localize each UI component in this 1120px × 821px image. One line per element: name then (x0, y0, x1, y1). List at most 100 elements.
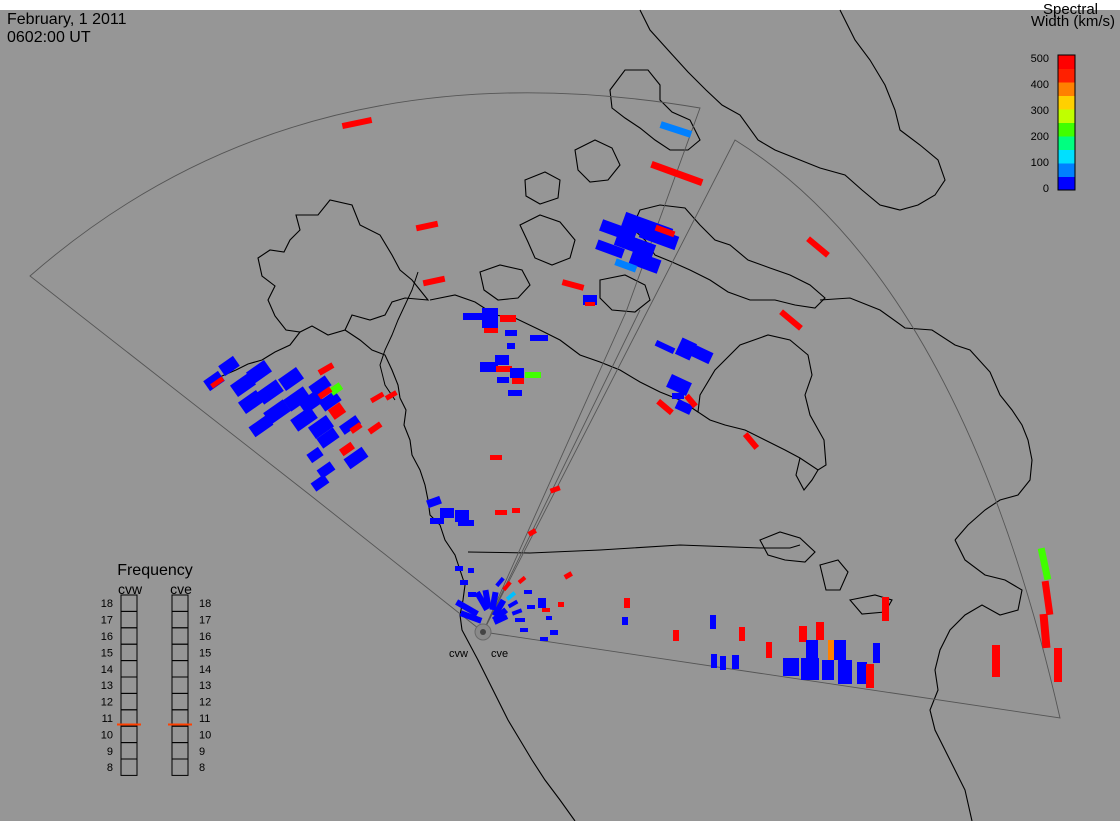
colorbar-tick-label: 400 (1031, 79, 1049, 91)
colorbar-title-line1: Spectral (1043, 1, 1098, 18)
echo-cell (491, 598, 507, 618)
echo-cell (468, 568, 474, 573)
echo-cell (857, 662, 867, 684)
echo-cell (493, 614, 509, 625)
frequency-level-label-left: 14 (101, 664, 113, 676)
frequency-level-label-left: 16 (101, 631, 113, 643)
echo-cell (822, 660, 834, 680)
echo-cell (624, 598, 630, 608)
echo-cell (650, 160, 704, 186)
echo-cell (638, 223, 680, 251)
echo-cell (783, 658, 799, 676)
frequency-level-label-left: 15 (101, 647, 113, 659)
echo-cell (538, 598, 546, 608)
echo-cell (318, 390, 342, 412)
coastline-hudson-bay (697, 334, 827, 471)
echo-cell (440, 508, 454, 518)
echo-cell (866, 664, 874, 688)
frequency-level-label-right: 10 (199, 729, 211, 741)
echo-cell (256, 379, 284, 405)
colorbar-band (1058, 149, 1075, 164)
echo-cell (497, 377, 509, 383)
echo-cell (505, 330, 517, 336)
coastline-arctic-islands-3 (524, 171, 561, 205)
echo-cell (459, 610, 483, 624)
echo-cell (455, 599, 479, 617)
echo-cell (505, 591, 517, 601)
frequency-cell (171, 758, 189, 776)
fov-cve-inner (482, 309, 641, 633)
colorbar-bands (1058, 55, 1075, 191)
echo-cell (558, 602, 564, 607)
colorbar-band (1058, 163, 1075, 177)
echo-cell (546, 616, 552, 620)
echo-cell (310, 474, 330, 492)
echo-cell (369, 391, 385, 404)
frequency-level-label-left: 12 (101, 697, 113, 709)
colorbar-frame (1057, 54, 1076, 191)
echo-cell (490, 455, 502, 460)
coastline-greenland (639, 9, 946, 211)
radar-label-cve: cve (491, 648, 508, 660)
coastline-baffin (631, 204, 826, 309)
echo-cell (527, 528, 537, 537)
echo-cell (426, 495, 442, 509)
coastline-alaska-south (344, 329, 401, 399)
echo-cell (507, 599, 519, 609)
frequency-boxes (120, 594, 189, 776)
echo-cell (317, 362, 335, 376)
echo-cell (622, 617, 628, 625)
echo-cell (245, 359, 273, 385)
echo-cell (237, 389, 265, 415)
frequency-level-label-right: 9 (199, 746, 205, 758)
echo-cell (659, 121, 693, 138)
frequency-panel: Frequency cvw cve 18 18 17 17 16 16 15 15 14 14 13… (101, 562, 212, 776)
echo-cell (766, 642, 772, 658)
time-label: 0602:00 UT (7, 29, 91, 46)
frequency-level-label-left: 17 (101, 615, 113, 627)
frequency-level-label-right: 11 (199, 713, 210, 725)
echo-cell (561, 279, 585, 291)
echo-cell (672, 393, 684, 399)
echo-cell (502, 580, 512, 592)
echo-cell (515, 618, 525, 622)
echo-cell (1041, 580, 1054, 616)
echo-cell (806, 236, 830, 258)
colorbar-tick-label: 0 (1043, 183, 1049, 195)
borders (379, 271, 801, 554)
echo-cell (549, 485, 561, 494)
echo-cell (711, 654, 717, 668)
echo-cell (277, 366, 305, 392)
radar-fov (29, 92, 1061, 719)
echo-cell (508, 390, 522, 396)
coastline-alaska (257, 199, 430, 336)
radar-site-dot (480, 629, 486, 635)
coastline-arctic-islands-4 (479, 264, 531, 301)
echo-cell (512, 378, 524, 384)
echo-cell (684, 393, 698, 409)
echo-cell (480, 362, 498, 372)
echo-cell (510, 368, 524, 378)
colorbar-tick-label: 500 (1031, 53, 1049, 65)
echo-cell (654, 340, 676, 354)
fov-cvw (29, 92, 701, 633)
echo-cell (585, 302, 595, 306)
colorbar-band (1058, 109, 1075, 123)
echo-cell (720, 656, 726, 670)
echo-cell (614, 258, 638, 273)
echo-cell (218, 355, 240, 377)
echo-cell (491, 607, 509, 623)
echo-cell (666, 374, 692, 396)
frequency-level-label-right: 8 (199, 762, 205, 774)
echo-cell (415, 220, 439, 232)
frequency-labels: 18 18 17 17 16 16 15 15 14 14 13 13 12 12 11 11 10 10 9 9 8 8 (101, 598, 212, 774)
echo-cell (263, 399, 291, 425)
echo-cell (455, 510, 469, 522)
echo-cell (656, 398, 674, 416)
echo-cell (806, 640, 818, 660)
echo-cell (328, 382, 344, 396)
echo-cell (838, 660, 852, 684)
echo-cell (484, 328, 498, 333)
coastline-james-bay (795, 457, 819, 491)
echo-cell (739, 627, 745, 641)
